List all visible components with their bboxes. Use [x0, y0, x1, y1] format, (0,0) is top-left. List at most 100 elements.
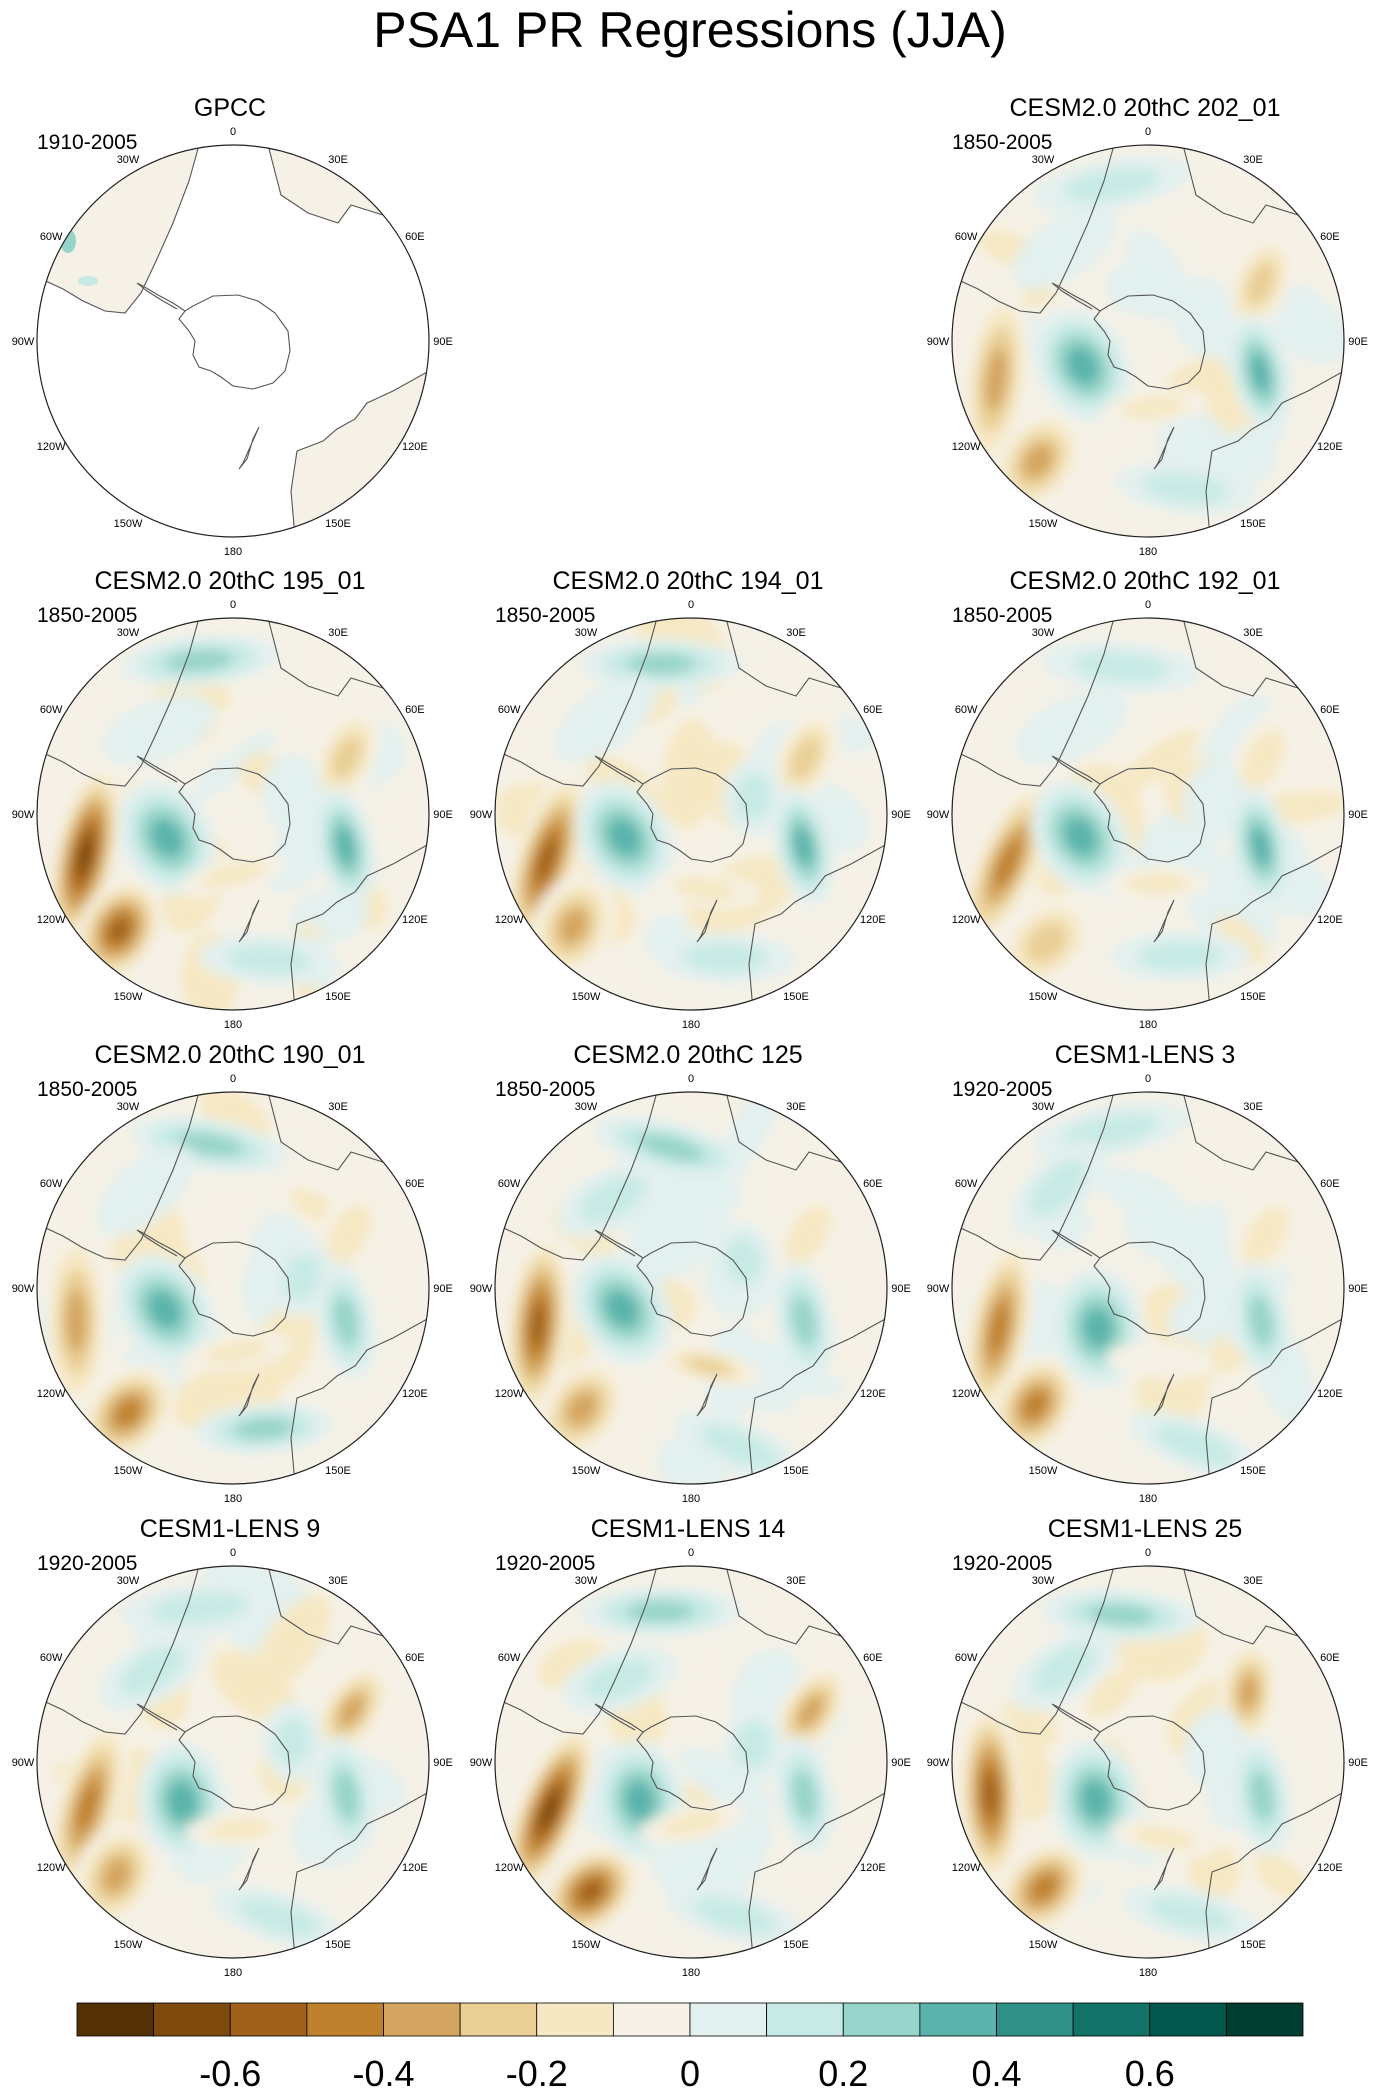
- anomaly-contour: [207, 1817, 273, 1841]
- anomaly-contour: [637, 1134, 704, 1162]
- map-panel: CESM1-LENS 14 1920-2005 0 30E 60E 90E 120E 150E…: [458, 1515, 918, 1986]
- map-panel: CESM1-LENS 25 1920-2005 0 30E 60E 90E 120E 150E…: [915, 1515, 1375, 1986]
- panel-title: CESM2.0 20thC 190_01: [94, 1041, 366, 1069]
- anomaly-contour: [201, 861, 266, 888]
- anomaly-contour: [101, 694, 216, 766]
- panel-title: CESM2.0 20thC 202_01: [1009, 94, 1281, 122]
- longitude-label: 120W: [495, 914, 524, 926]
- longitude-label: 0: [688, 599, 694, 611]
- anomaly-contour: [579, 1880, 602, 1903]
- map-panel: CESM2.0 20thC 194_01 1850-2005 0 30E 60E 90E 1…: [458, 567, 918, 1038]
- anomaly-field: [957, 1589, 1308, 1944]
- anomaly-contour: [559, 908, 588, 944]
- colorbar-segment: [229, 2002, 308, 2037]
- antarctic-peninsula-coast: [136, 282, 186, 312]
- longitude-label: 90W: [927, 1757, 950, 1769]
- panel-title: CESM1-LENS 25: [1047, 1515, 1243, 1543]
- anomaly-contour: [1029, 1159, 1087, 1217]
- longitude-label: 150W: [1029, 1465, 1058, 1477]
- longitude-label: 120E: [402, 1862, 428, 1874]
- anomaly-contour: [1022, 444, 1054, 478]
- anomaly-blob: [1126, 230, 1193, 319]
- longitude-label: 90W: [12, 809, 35, 821]
- anomaly-contour: [114, 1399, 141, 1427]
- australia-coast: [290, 1317, 429, 1484]
- antarctic-peninsula-coast: [594, 755, 644, 785]
- anomaly-contour: [1064, 167, 1159, 202]
- south-america-coast: [952, 1566, 1115, 1735]
- anomaly-blob: [662, 718, 717, 830]
- panel-period: 1850-2005: [37, 1078, 138, 1101]
- longitude-label: 60E: [405, 1178, 425, 1190]
- antarctic-peninsula-coast: [136, 1229, 186, 1259]
- anomaly-contour: [326, 1203, 372, 1265]
- longitude-label: 60W: [955, 1178, 978, 1190]
- colorbar-segment: [306, 2002, 384, 2037]
- anomaly-blob: [78, 276, 98, 286]
- longitude-label: 0: [230, 599, 236, 611]
- anomaly-contour: [1105, 1342, 1216, 1379]
- longitude-label: 90E: [1348, 336, 1368, 348]
- anomaly-contour: [175, 1132, 244, 1157]
- longitude-label: 90E: [1348, 1283, 1368, 1295]
- longitude-label: 150E: [325, 1465, 351, 1477]
- longitude-label: 0: [230, 1073, 236, 1085]
- anomaly-contour: [1242, 1206, 1289, 1266]
- colorbar-segment: [536, 2002, 614, 2037]
- anomaly-contour: [735, 772, 772, 821]
- longitude-label: 180: [1139, 1019, 1157, 1031]
- longitude-label: 30E: [1243, 154, 1263, 166]
- longitude-label: 60E: [405, 231, 425, 243]
- longitude-label: 150W: [114, 991, 143, 1003]
- colorbar-segment: [1149, 2002, 1227, 2037]
- colorbar-tick-label: -0.4: [352, 2053, 415, 2094]
- antarctica-coast: [636, 1715, 749, 1811]
- longitude-label: 60E: [405, 1652, 425, 1664]
- anomaly-field: [495, 618, 877, 984]
- anomaly-contour: [1241, 728, 1286, 790]
- anomaly-contour: [605, 1290, 639, 1328]
- anomaly-contour: [686, 1357, 733, 1376]
- longitude-label: 150E: [1240, 1465, 1266, 1477]
- south-america-coast: [495, 1566, 658, 1735]
- anomaly-contour: [1012, 205, 1117, 290]
- anomaly-contour: [1015, 690, 1128, 765]
- anomaly-contour: [984, 347, 1008, 411]
- anomaly-contour: [1183, 1708, 1245, 1788]
- anomaly-field: [962, 1102, 1314, 1480]
- map-panel: CESM2.0 20thC 190_01 1850-2005 0 30E 60E 90E 1…: [0, 1041, 460, 1512]
- panel-period: 1850-2005: [37, 604, 138, 627]
- longitude-label: 60E: [863, 704, 883, 716]
- longitude-label: 120E: [402, 1388, 428, 1400]
- longitude-label: 90W: [12, 336, 35, 348]
- anomaly-contour: [283, 1253, 321, 1302]
- antarctica-coast: [178, 767, 291, 863]
- longitude-label: 150W: [1029, 1939, 1058, 1951]
- longitude-label: 120W: [495, 1388, 524, 1400]
- longitude-label: 30W: [1032, 627, 1055, 639]
- anomaly-contour: [1250, 826, 1271, 867]
- new-zealand-coast: [1153, 899, 1175, 943]
- longitude-label: 30W: [117, 627, 140, 639]
- antarctic-peninsula-coast: [1051, 1229, 1101, 1259]
- map-boundary: [36, 144, 430, 538]
- map-panel: CESM2.0 20thC 202_01 1850-2005 0 30E 60E 90E 1…: [915, 94, 1375, 565]
- australia-coast: [1205, 1791, 1344, 1958]
- longitude-label: 90E: [433, 1283, 453, 1295]
- panel-title: GPCC: [193, 94, 267, 122]
- longitude-label: 60W: [40, 1178, 63, 1190]
- longitude-label: 90W: [12, 1283, 35, 1295]
- longitude-label: 90E: [891, 1283, 911, 1295]
- panel-period: 1850-2005: [952, 131, 1053, 154]
- anomaly-field: [47, 634, 407, 1010]
- longitude-label: 120E: [860, 914, 886, 926]
- longitude-label: 150E: [325, 1939, 351, 1951]
- map-panel: CESM2.0 20thC 125 1850-2005 0 30E 60E 90E 120E…: [458, 1041, 918, 1512]
- longitude-label: 30E: [786, 1101, 806, 1113]
- anomaly-contour: [233, 1417, 294, 1440]
- longitude-label: 120E: [860, 1862, 886, 1874]
- panel-period: 1920-2005: [952, 1552, 1053, 1575]
- anomaly-contour: [566, 1392, 598, 1426]
- antarctica-coast: [178, 1241, 291, 1337]
- longitude-label: 180: [224, 546, 242, 558]
